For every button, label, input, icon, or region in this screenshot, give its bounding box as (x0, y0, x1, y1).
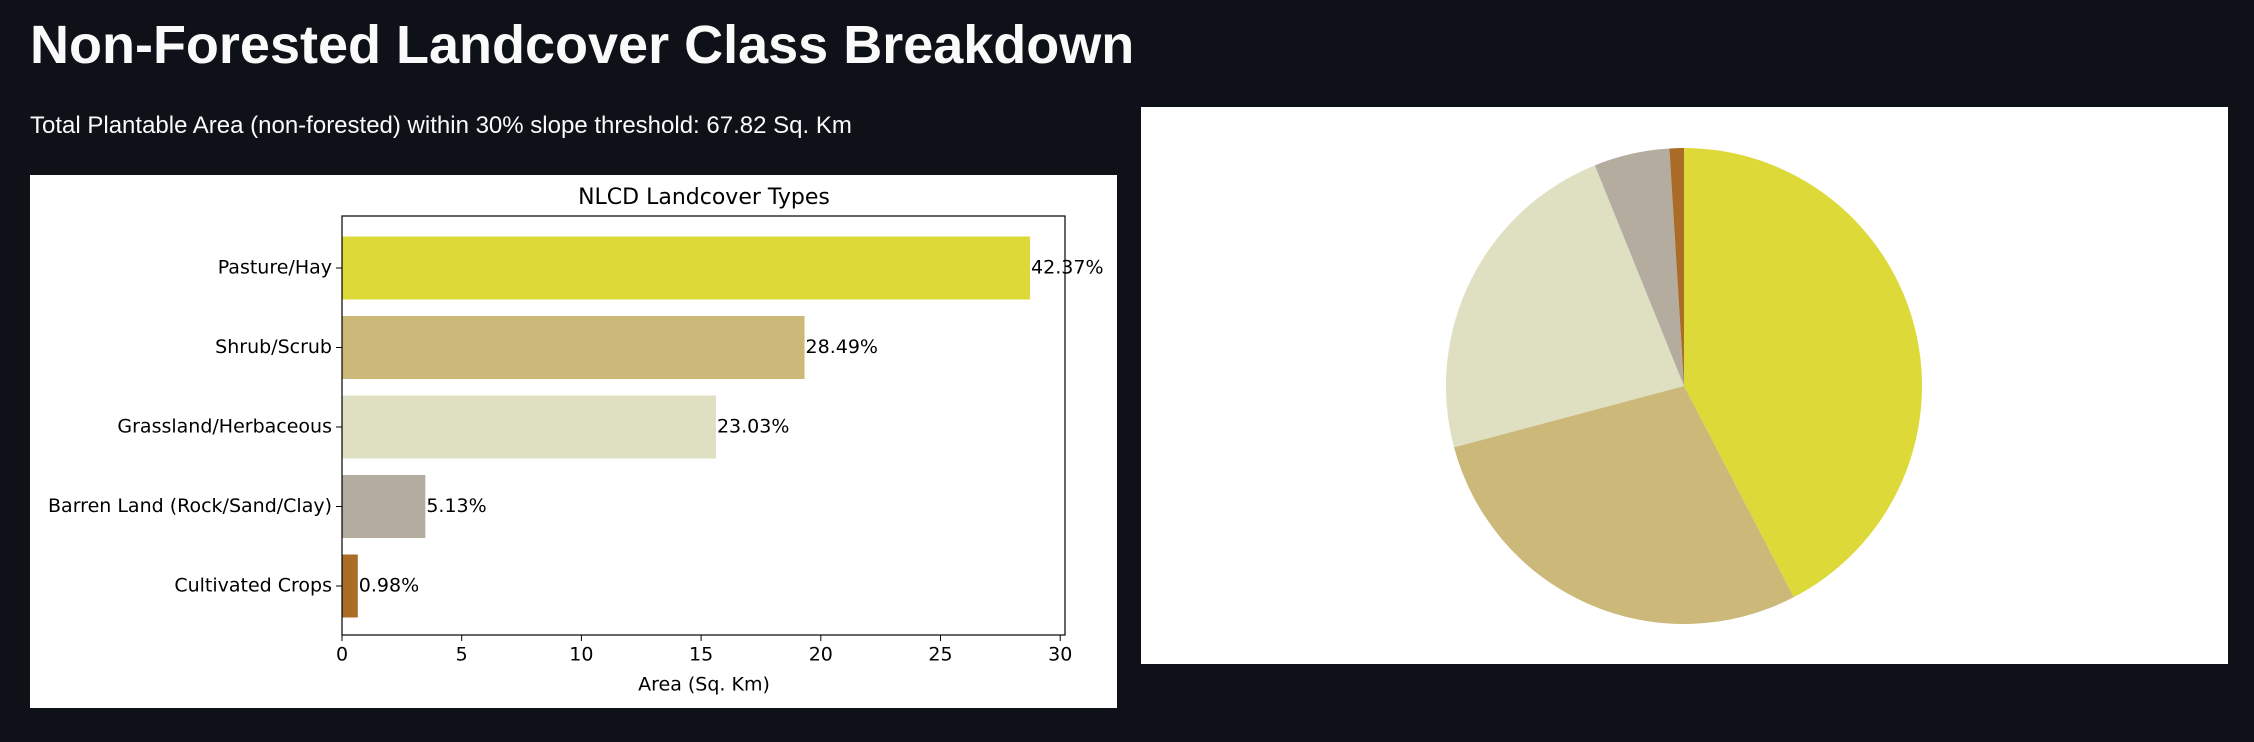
pie-slice (1669, 148, 1684, 386)
bar (342, 475, 426, 538)
value-label: 23.03% (717, 416, 789, 438)
value-label: 28.49% (806, 336, 878, 358)
pie-slice (1454, 386, 1794, 624)
x-tick-label: 15 (689, 644, 713, 666)
x-axis-label: Area (Sq. Km) (638, 674, 770, 696)
pie-chart (1141, 107, 2228, 664)
page-subtitle: Total Plantable Area (non-forested) with… (30, 112, 852, 139)
value-label: 0.98% (359, 575, 419, 597)
bar-chart: NLCD Landcover Types Area (Sq. Km) 42.37… (30, 175, 1117, 708)
x-tick-label: 10 (569, 644, 593, 666)
bar (342, 236, 1031, 300)
pie-slice (1446, 165, 1684, 448)
y-tick-label: Pasture/Hay (218, 257, 332, 279)
x-tick-label: 30 (1048, 644, 1072, 666)
x-tick-label: 25 (928, 644, 952, 666)
y-tick-label: Shrub/Scrub (215, 336, 332, 358)
x-tick-label: 5 (456, 644, 468, 666)
x-tick-label: 0 (336, 644, 348, 666)
value-label: 42.37% (1031, 257, 1103, 279)
bar (342, 316, 805, 379)
axes-frame (341, 215, 1066, 636)
y-tick-label: Cultivated Crops (174, 575, 332, 597)
pie-slice (1594, 148, 1684, 386)
y-tick-label: Grassland/Herbaceous (117, 416, 332, 438)
x-tick-label: 20 (809, 644, 833, 666)
pie-slice (1684, 148, 1923, 598)
y-tick-label: Barren Land (Rock/Sand/Clay) (48, 495, 332, 517)
page-title: Non-Forested Landcover Class Breakdown (30, 15, 1135, 75)
chart-title: NLCD Landcover Types (578, 185, 830, 210)
bar (342, 395, 716, 459)
value-label: 5.13% (426, 495, 486, 517)
bar (342, 554, 358, 618)
